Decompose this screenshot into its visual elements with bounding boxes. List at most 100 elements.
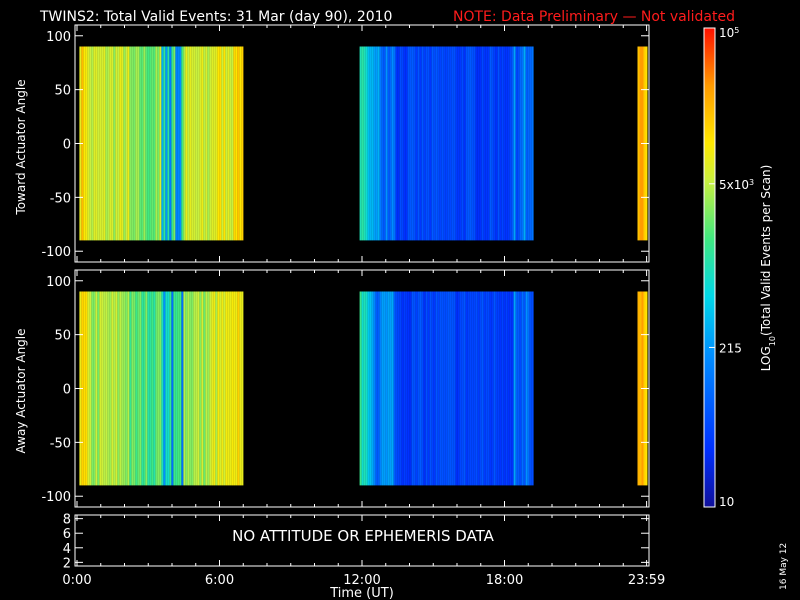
y-tick-label: 4 <box>63 542 71 557</box>
y-tick-label: -50 <box>50 436 71 451</box>
preliminary-note: NOTE: Data Preliminary — Not validated <box>453 9 735 25</box>
heatmap-column <box>435 291 438 486</box>
heatmap-column <box>425 291 428 486</box>
heatmap-column <box>389 46 392 241</box>
heatmap-column <box>421 46 424 241</box>
heatmap-column <box>121 291 124 486</box>
heatmap-column <box>181 46 184 241</box>
heatmap-column <box>505 291 508 486</box>
heatmap-column <box>529 46 532 241</box>
heatmap-column <box>471 291 474 486</box>
heatmap-column <box>121 46 124 241</box>
heatmap-column <box>181 291 184 486</box>
y-tick-label: 8 <box>63 513 71 528</box>
heatmap-column <box>401 46 404 241</box>
heatmap-column <box>391 291 394 486</box>
heatmap-column <box>435 46 438 241</box>
heatmap-column <box>495 46 498 241</box>
heatmap-column <box>197 46 200 241</box>
heatmap-column <box>201 291 204 486</box>
heatmap-column <box>159 291 162 486</box>
heatmap-column <box>239 291 242 486</box>
heatmap-column <box>373 46 376 241</box>
heatmap-column <box>483 46 486 241</box>
heatmap-column <box>443 46 446 241</box>
heatmap-column <box>135 291 138 486</box>
colorbar-label-base: 10 <box>768 336 777 346</box>
heatmap-column <box>443 291 446 486</box>
heatmap-column <box>529 291 532 486</box>
heatmap-column <box>107 291 110 486</box>
heatmap-column <box>509 291 512 486</box>
heatmap-column <box>209 291 212 486</box>
heatmap-column <box>103 291 106 486</box>
date-stamp: 16 May 12 <box>779 543 789 590</box>
heatmap-column <box>433 46 436 241</box>
heatmap-column <box>105 291 108 486</box>
colorbar-tick-base: 5x10 <box>719 178 749 192</box>
heatmap-column <box>489 291 492 486</box>
heatmap-column <box>229 291 232 486</box>
heatmap-column <box>103 46 106 241</box>
heatmap-column <box>211 46 214 241</box>
heatmap-column <box>235 46 238 241</box>
heatmap-column <box>413 291 416 486</box>
heatmap-column <box>475 291 478 486</box>
colorbar-label-rest: (Total Valid Events per Scan) <box>759 165 773 336</box>
heatmap-column <box>135 46 138 241</box>
heatmap-segment-1 <box>359 291 534 486</box>
colorbar-tick-exponent: 5 <box>734 26 739 35</box>
heatmap-column <box>411 46 414 241</box>
y-tick-label: -50 <box>50 191 71 206</box>
heatmap-column <box>233 291 236 486</box>
heatmap-column <box>109 291 112 486</box>
heatmap-column <box>391 46 394 241</box>
heatmap-column <box>215 46 218 241</box>
heatmap-column <box>387 291 390 486</box>
heatmap-column <box>505 46 508 241</box>
heatmap-column <box>207 46 210 241</box>
heatmap-column <box>433 291 436 486</box>
heatmap-column <box>375 291 378 486</box>
heatmap-column <box>487 291 490 486</box>
heatmap-column <box>133 291 136 486</box>
heatmap-column <box>155 46 158 241</box>
heatmap-column <box>237 291 240 486</box>
x-tick-label: 6:00 <box>205 573 234 588</box>
away-angle-panel: 100 50 0 -50 -100 <box>41 269 650 508</box>
heatmap-column <box>187 46 190 241</box>
heatmap-column <box>457 46 460 241</box>
heatmap-column <box>469 46 472 241</box>
heatmap-column <box>459 46 462 241</box>
heatmap-column <box>483 291 486 486</box>
heatmap-column <box>481 291 484 486</box>
middle-panel-ylabel: Away Actuator Angle <box>14 328 28 453</box>
heatmap-column <box>157 46 160 241</box>
heatmap-column <box>223 291 226 486</box>
heatmap-column <box>101 291 104 486</box>
heatmap-column <box>167 291 170 486</box>
heatmap-column <box>465 46 468 241</box>
heatmap-column <box>187 291 190 486</box>
heatmap-column <box>473 291 476 486</box>
heatmap-column <box>171 46 174 241</box>
heatmap-column <box>147 46 150 241</box>
heatmap-column <box>191 291 194 486</box>
heatmap-column <box>129 291 132 486</box>
heatmap-column <box>381 291 384 486</box>
heatmap-column <box>499 291 502 486</box>
heatmap-column <box>427 291 430 486</box>
heatmap-segment-0 <box>79 291 244 486</box>
heatmap-column <box>463 291 466 486</box>
y-tick-label: 0 <box>63 138 71 153</box>
heatmap-column <box>127 291 130 486</box>
heatmap-column <box>113 46 116 241</box>
y-tick-label: 100 <box>46 30 71 45</box>
heatmap-column <box>527 46 530 241</box>
heatmap-column <box>101 46 104 241</box>
heatmap-column <box>367 46 370 241</box>
heatmap-column <box>91 291 94 486</box>
heatmap-column <box>231 291 234 486</box>
y-tick-label: 0 <box>63 383 71 398</box>
heatmap-column <box>507 46 510 241</box>
